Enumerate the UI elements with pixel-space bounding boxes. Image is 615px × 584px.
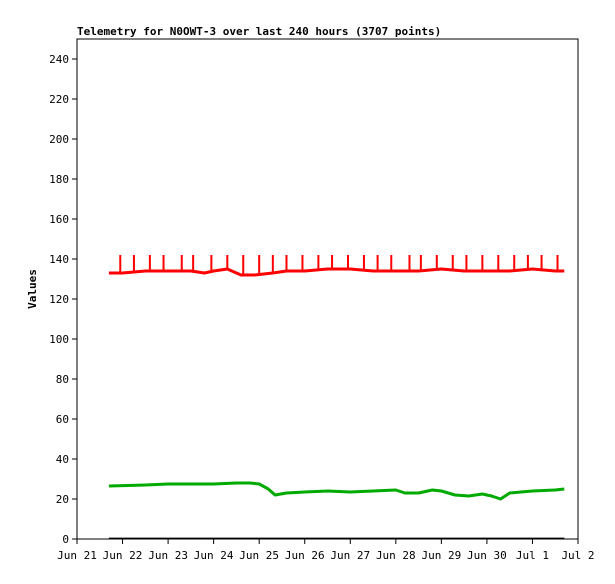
y-tick-label: 0 [62, 533, 69, 546]
x-tick-label: Jun 21 [57, 549, 97, 562]
y-axis: 0 20 40 60 80 100 120 140 160 180 200 220 240 [49, 53, 77, 546]
series-line-1 [108, 481, 565, 501]
y-tick-label: 160 [49, 213, 69, 226]
series-line-0 [108, 267, 565, 277]
x-tick-label: Jun 25 [239, 549, 279, 562]
x-tick-label: Jul 2 [561, 549, 594, 562]
y-tick-label: 60 [56, 413, 69, 426]
x-tick-label: Jun 29 [421, 549, 461, 562]
x-tick-label: Jun 26 [285, 549, 325, 562]
y-tick-label: 120 [49, 293, 69, 306]
x-tick-label: Jul 1 [516, 549, 549, 562]
y-tick-label: 80 [56, 373, 69, 386]
plot-frame [76, 38, 579, 540]
x-tick-label: Jun 22 [103, 549, 143, 562]
x-tick-label: Jun 27 [330, 549, 370, 562]
y-tick-label: 20 [56, 493, 69, 506]
x-tick-label: Jun 24 [194, 549, 234, 562]
x-axis: Jun 21 Jun 22 Jun 23 Jun 24 Jun 25 Jun 26 Jun … [57, 539, 595, 562]
y-axis-label: Values [26, 269, 39, 309]
y-tick-label: 220 [49, 93, 69, 106]
x-tick-label: Jun 23 [148, 549, 188, 562]
y-tick-label: 180 [49, 173, 69, 186]
x-tick-label: Jun 28 [376, 549, 416, 562]
series-layer [108, 255, 565, 540]
y-tick-label: 200 [49, 133, 69, 146]
y-tick-label: 40 [56, 453, 69, 466]
y-tick-label: 100 [49, 333, 69, 346]
y-tick-label: 240 [49, 53, 69, 66]
y-tick-label: 140 [49, 253, 69, 266]
x-tick-label: Jun 30 [467, 549, 507, 562]
chart-title: Telemetry for N0OWT-3 over last 240 hour… [77, 25, 441, 38]
